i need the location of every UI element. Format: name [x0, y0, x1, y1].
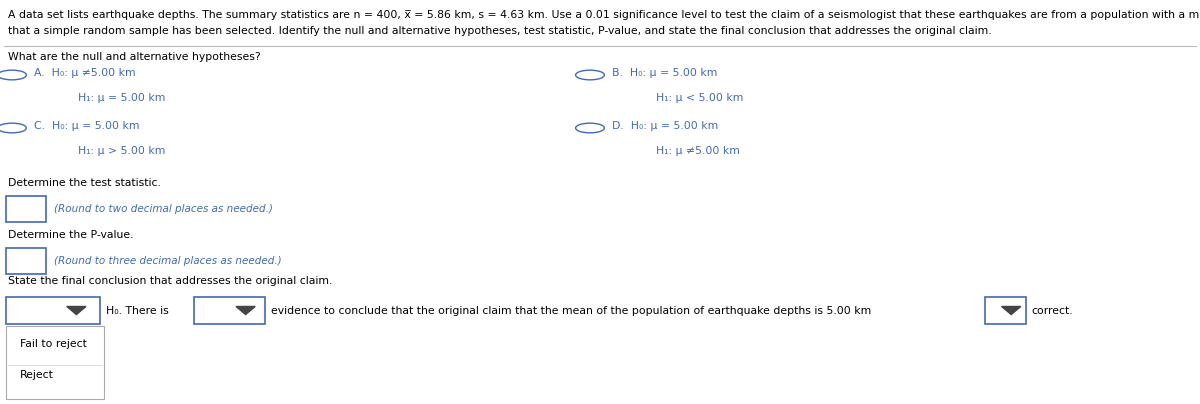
Text: D.  H₀: μ = 5.00 km: D. H₀: μ = 5.00 km — [612, 121, 718, 131]
Polygon shape — [1002, 307, 1021, 315]
FancyBboxPatch shape — [6, 248, 47, 274]
Text: B.  H₀: μ = 5.00 km: B. H₀: μ = 5.00 km — [612, 68, 716, 78]
Text: correct.: correct. — [1032, 305, 1073, 316]
Text: H₁: μ < 5.00 km: H₁: μ < 5.00 km — [656, 93, 743, 103]
Polygon shape — [67, 307, 86, 315]
Text: State the final conclusion that addresses the original claim.: State the final conclusion that addresse… — [8, 276, 332, 286]
Text: (Round to three decimal places as needed.): (Round to three decimal places as needed… — [54, 256, 281, 266]
Text: evidence to conclude that the original claim that the mean of the population of : evidence to conclude that the original c… — [271, 305, 871, 316]
FancyBboxPatch shape — [6, 297, 101, 324]
FancyBboxPatch shape — [6, 196, 47, 222]
Text: (Round to two decimal places as needed.): (Round to two decimal places as needed.) — [54, 204, 272, 214]
Text: C.  H₀: μ = 5.00 km: C. H₀: μ = 5.00 km — [34, 121, 139, 131]
FancyBboxPatch shape — [194, 297, 265, 324]
Text: A data set lists earthquake depths. The summary statistics are n = 400, x̅ = 5.8: A data set lists earthquake depths. The … — [8, 10, 1200, 20]
Text: H₁: μ > 5.00 km: H₁: μ > 5.00 km — [78, 146, 166, 156]
Text: H₁: μ = 5.00 km: H₁: μ = 5.00 km — [78, 93, 166, 103]
Text: A.  H₀: μ ≠5.00 km: A. H₀: μ ≠5.00 km — [34, 68, 136, 78]
Text: Determine the test statistic.: Determine the test statistic. — [8, 178, 161, 188]
Text: What are the null and alternative hypotheses?: What are the null and alternative hypoth… — [8, 52, 260, 62]
Text: H₀. There is: H₀. There is — [107, 305, 169, 316]
Text: Reject: Reject — [20, 370, 54, 379]
FancyBboxPatch shape — [6, 326, 104, 399]
Text: H₁: μ ≠5.00 km: H₁: μ ≠5.00 km — [656, 146, 740, 156]
Polygon shape — [236, 307, 256, 315]
Text: that a simple random sample has been selected. Identify the null and alternative: that a simple random sample has been sel… — [8, 26, 991, 36]
Text: Determine the P-value.: Determine the P-value. — [8, 230, 133, 240]
FancyBboxPatch shape — [985, 297, 1026, 324]
Text: Fail to reject: Fail to reject — [20, 339, 86, 349]
